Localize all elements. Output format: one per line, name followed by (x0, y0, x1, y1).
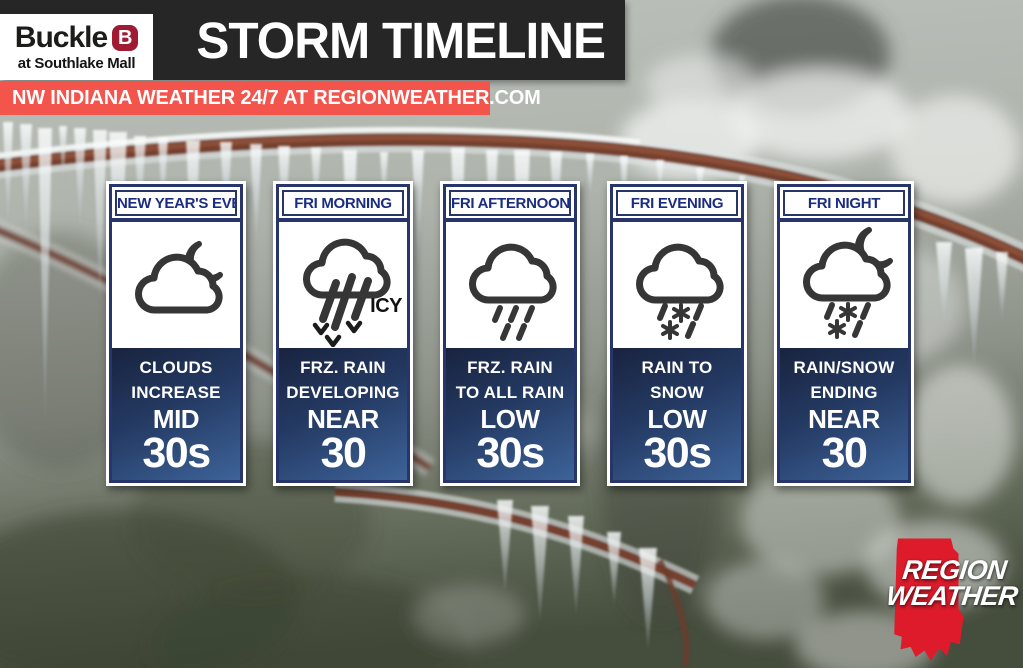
sponsor-subtitle: at Southlake Mall (17, 54, 136, 72)
temp-value: 30 (821, 429, 868, 478)
sponsor-name: Buckle (14, 20, 108, 54)
rain-icon (446, 221, 574, 348)
card-period-label: FRI NIGHT (783, 190, 905, 216)
temp-label: MID (152, 403, 200, 434)
temp-value: 30s (643, 429, 712, 478)
card-period-label: FRI EVENING (616, 190, 738, 216)
condition-line: TO ALL RAIN (455, 383, 565, 403)
forecast-card-fri-morning: FRI MORNING (273, 181, 413, 486)
temp-value: 30 (320, 429, 367, 478)
forecast-card-fri-evening: FRI EVENING (607, 181, 747, 486)
indiana-state-icon (894, 538, 964, 661)
card-period-label: FRI MORNING (282, 190, 404, 216)
condition-line: RAIN/SNOW (793, 357, 895, 377)
forecast-card-fri-afternoon: FRI AFTERNOON FRZ. RAIN (440, 181, 580, 486)
divider (446, 217, 574, 222)
condition-line: FRZ. RAIN (300, 357, 386, 377)
region-weather-logo: REGION WEATHER (884, 536, 1023, 664)
temp-value: 30s (476, 429, 545, 478)
divider (112, 217, 240, 222)
temp-label: LOW (647, 403, 707, 434)
icy-label: ICY (370, 294, 402, 317)
condition-line: CLOUDS (139, 357, 213, 377)
card-period-label: FRI AFTERNOON (449, 190, 571, 216)
ticker-banner: NW INDIANA WEATHER 24/7 AT REGIONWEATHER… (0, 81, 541, 115)
card-period-label: NEW YEAR'S EVE (115, 190, 237, 216)
condition-line: ENDING (810, 383, 878, 403)
condition-line: RAIN TO (641, 357, 713, 377)
divider (780, 217, 908, 222)
forecast-card-new-years-eve: NEW YEAR'S EVE CLOUDS INCREASE MID 30s (106, 181, 246, 486)
condition-line: INCREASE (131, 383, 221, 403)
buckle-b-logo-icon: B (112, 24, 139, 51)
card-forecast-panel: RAIN/SNOW ENDING NEAR 30 (780, 347, 908, 480)
divider (279, 217, 407, 222)
card-forecast-panel: CLOUDS INCREASE MID 30s (112, 347, 240, 480)
temp-value: 30s (142, 429, 211, 478)
rain-snow-icon (613, 221, 741, 348)
forecast-card-fri-night: FRI NIGHT (774, 181, 914, 486)
condition-line: SNOW (650, 383, 704, 403)
page-title: STORM TIMELINE (195, 11, 606, 69)
ticker-text: NW INDIANA WEATHER 24/7 AT REGIONWEATHER… (12, 86, 541, 109)
card-forecast-panel: RAIN TO SNOW LOW 30s (613, 347, 741, 480)
condition-line: FRZ. RAIN (467, 357, 553, 377)
sponsor-box: Buckle B at Southlake Mall (0, 14, 153, 80)
logo-line-2: WEATHER (884, 580, 1020, 611)
temp-label: NEAR (808, 403, 880, 434)
condition-line: DEVELOPING (286, 383, 400, 403)
cloud-moon-icon (112, 221, 240, 348)
region-weather-wordmark: REGION WEATHER (884, 555, 1022, 611)
card-forecast-panel: FRZ. RAIN DEVELOPING NEAR 30 (279, 347, 407, 480)
card-forecast-panel: FRZ. RAIN TO ALL RAIN LOW 30s (446, 347, 574, 480)
cloud-moon-rain-snow-icon (780, 221, 908, 348)
temp-label: LOW (480, 403, 540, 434)
logo-line-1: REGION (900, 555, 1009, 585)
divider (613, 217, 741, 222)
freezing-rain-icon: ICY (279, 221, 407, 348)
temp-label: NEAR (307, 403, 379, 434)
